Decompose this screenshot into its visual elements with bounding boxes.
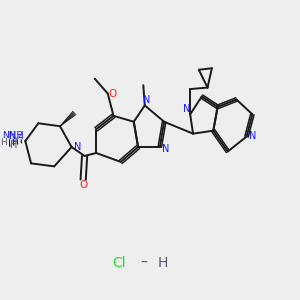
Text: H: H [10,140,18,150]
Text: N: N [74,142,82,152]
Text: 2: 2 [12,136,16,142]
Text: N: N [249,131,256,141]
Text: N: N [163,143,170,154]
Text: O: O [79,180,87,190]
Text: –: – [140,256,147,270]
Text: H: H [0,138,7,147]
Text: O: O [109,88,117,98]
Text: NH: NH [2,130,15,140]
Text: 2: 2 [17,131,22,140]
Text: NH: NH [9,131,24,141]
Text: N: N [142,95,150,105]
Text: Cl: Cl [112,256,126,270]
Text: H: H [158,256,168,270]
Text: N: N [183,104,190,114]
